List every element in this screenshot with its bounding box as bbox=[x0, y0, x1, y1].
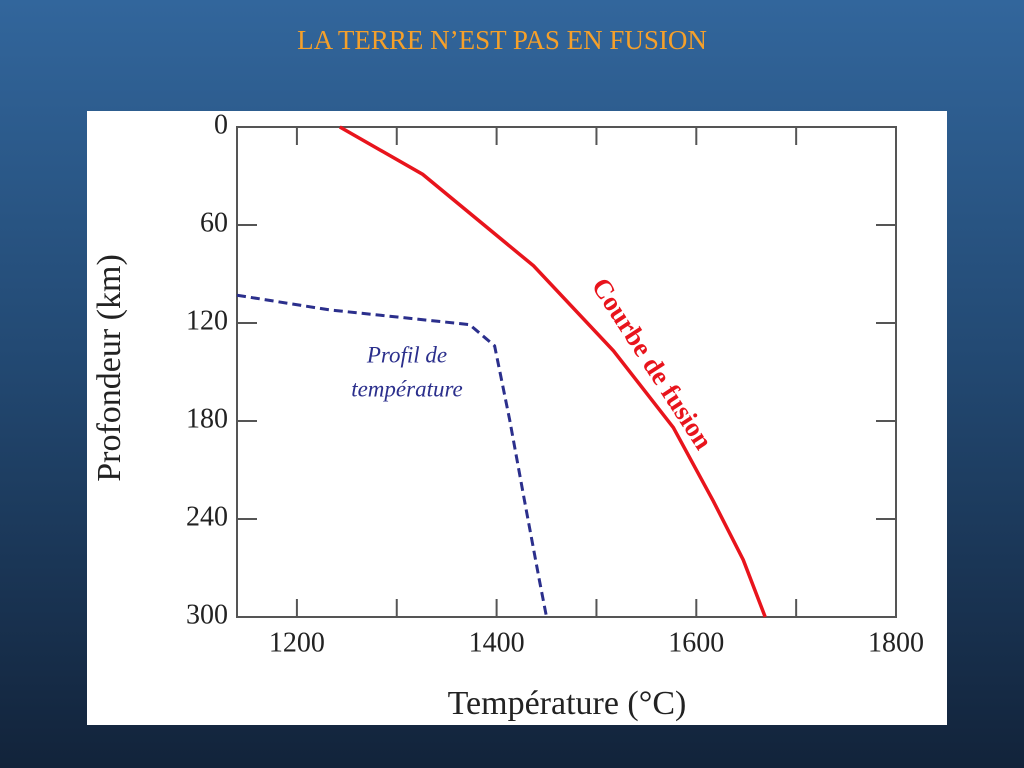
y-tick-label: 120 bbox=[186, 305, 228, 336]
y-tick-label: 180 bbox=[186, 403, 228, 434]
y-tick-label: 300 bbox=[186, 599, 228, 630]
series-label: Profil de bbox=[366, 342, 447, 367]
y-tick-label: 0 bbox=[214, 109, 228, 140]
y-axis-label: Profondeur (km) bbox=[91, 254, 128, 482]
x-tick-label: 1200 bbox=[269, 627, 325, 658]
series-line bbox=[236, 293, 549, 618]
x-tick-label: 1600 bbox=[668, 627, 724, 658]
series-label: température bbox=[351, 376, 463, 401]
x-tick-label: 1400 bbox=[469, 627, 525, 658]
y-tick-label: 60 bbox=[200, 207, 228, 238]
y-tick-label: 240 bbox=[186, 501, 228, 532]
plot-frame bbox=[236, 126, 897, 618]
series-line bbox=[338, 125, 767, 618]
slide-title: LA TERRE N’EST PAS EN FUSION bbox=[297, 25, 707, 55]
chart-panel bbox=[87, 111, 947, 725]
x-axis-label: Température (°C) bbox=[448, 685, 687, 722]
x-tick-label: 1800 bbox=[868, 627, 924, 658]
